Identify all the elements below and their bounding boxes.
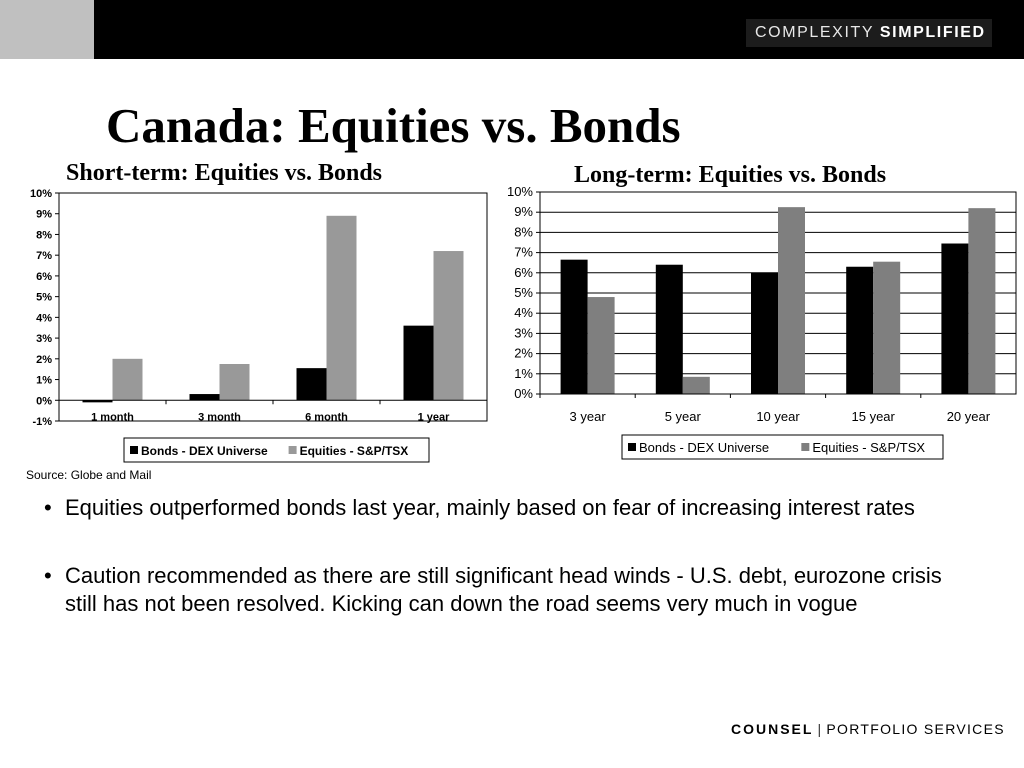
long-y-tick-label: 7% <box>514 245 533 260</box>
long-y-tick-label: 2% <box>514 346 533 361</box>
long-legend-swatch <box>628 443 636 451</box>
long-x-tick-label: 5 year <box>665 409 702 424</box>
footer-strong: COUNSEL <box>731 721 814 737</box>
long-y-tick-label: 9% <box>514 204 533 219</box>
short-y-tick-label: 7% <box>36 250 52 262</box>
short-bar-equities <box>326 215 357 401</box>
long-legend-swatch <box>801 443 810 451</box>
long-bar-equities <box>778 207 805 394</box>
short-legend-swatch <box>130 446 138 454</box>
short-x-tick-label: 3 month <box>198 411 241 423</box>
short-term-chart-title: Short-term: Equities vs. Bonds <box>66 160 383 186</box>
short-bar-bonds <box>82 400 113 403</box>
short-x-tick-label: 1 year <box>418 411 451 423</box>
long-y-tick-label: 4% <box>514 305 533 320</box>
long-bar-equities <box>873 261 901 394</box>
long-y-tick-label: 10% <box>507 184 533 199</box>
source-note: Source: Globe and Mail <box>26 468 152 482</box>
short-legend-swatch <box>288 446 297 454</box>
short-y-tick-label: 6% <box>36 271 52 283</box>
long-x-tick-label: 3 year <box>570 409 607 424</box>
bullet-dot: • <box>44 563 52 588</box>
bullet-item: • Caution recommended as there are still … <box>44 562 964 618</box>
short-legend-label: Bonds - DEX Universe <box>141 444 268 458</box>
long-bar-equities <box>587 297 615 394</box>
bullet-list: • Equities outperformed bonds last year, … <box>44 494 964 658</box>
short-bar-bonds <box>403 325 434 401</box>
short-y-tick-label: -1% <box>32 416 52 428</box>
long-y-tick-label: 6% <box>514 265 533 280</box>
short-y-tick-label: 9% <box>36 209 52 221</box>
long-legend-label: Equities - S&P/TSX <box>812 440 925 455</box>
long-bar-equities <box>682 376 710 394</box>
top-bar: COMPLEXITY SIMPLIFIED <box>0 0 1024 59</box>
footer-logo: COUNSEL | PORTFOLIO SERVICES <box>731 721 1005 737</box>
footer-rest: PORTFOLIO SERVICES <box>826 721 1005 737</box>
long-term-chart-title: Long-term: Equities vs. Bonds <box>574 162 887 188</box>
brand-bold: SIMPLIFIED <box>879 24 986 41</box>
bullet-text: Equities outperformed bonds last year, m… <box>65 495 915 520</box>
footer-separator: | <box>817 721 823 737</box>
short-bar-equities <box>433 251 464 401</box>
brand-light: COMPLEXITY <box>755 24 874 41</box>
short-y-tick-label: 3% <box>36 333 52 345</box>
long-y-tick-label: 8% <box>514 224 533 239</box>
top-bar-accent <box>0 0 94 59</box>
short-y-tick-label: 2% <box>36 354 52 366</box>
short-legend-label: Equities - S&P/TSX <box>300 444 409 458</box>
long-x-tick-label: 20 year <box>947 409 991 424</box>
short-plot-area <box>58 192 488 422</box>
short-y-tick-label: 10% <box>30 188 52 200</box>
bullet-dot: • <box>44 495 52 520</box>
brand-logo: COMPLEXITY SIMPLIFIED <box>746 19 992 47</box>
long-bar-bonds <box>655 264 683 394</box>
long-legend-label: Bonds - DEX Universe <box>639 440 769 455</box>
long-bar-bonds <box>941 243 969 394</box>
short-y-tick-label: 0% <box>36 395 52 407</box>
long-y-tick-label: 3% <box>514 325 533 340</box>
short-x-tick-label: 1 month <box>91 411 134 423</box>
short-legend <box>123 437 430 463</box>
slide-title: Canada: Equities vs. Bonds <box>106 98 681 153</box>
short-bar-bonds <box>296 368 327 401</box>
short-x-tick-label: 6 month <box>305 411 348 423</box>
long-bar-bonds <box>560 259 588 394</box>
long-y-tick-label: 0% <box>514 386 533 401</box>
long-y-tick-label: 5% <box>514 285 533 300</box>
bullet-item: • Equities outperformed bonds last year, … <box>44 494 964 522</box>
long-legend <box>621 434 944 460</box>
short-y-tick-label: 8% <box>36 229 52 241</box>
long-y-tick-label: 1% <box>514 366 533 381</box>
bullet-text: Caution recommended as there are still s… <box>65 563 942 616</box>
short-y-tick-label: 1% <box>36 375 52 387</box>
short-bar-equities <box>219 364 250 401</box>
long-bar-bonds <box>846 266 874 394</box>
short-bar-equities <box>112 358 143 401</box>
long-bar-equities <box>968 208 996 394</box>
short-y-tick-label: 5% <box>36 292 52 304</box>
long-x-tick-label: 10 year <box>756 409 800 424</box>
short-y-tick-label: 4% <box>36 312 52 324</box>
short-bar-bonds <box>189 394 220 401</box>
long-bar-bonds <box>751 272 778 394</box>
long-x-tick-label: 15 year <box>852 409 896 424</box>
